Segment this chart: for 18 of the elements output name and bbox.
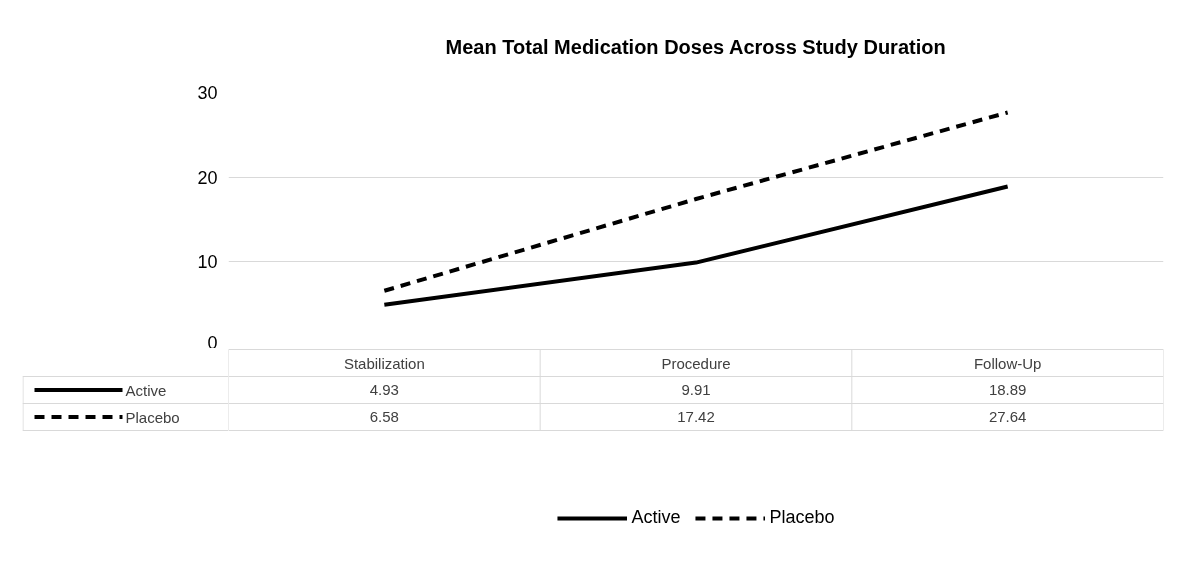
y-tick-label: 10 [197,252,218,273]
y-tick-label: 0 [207,332,218,353]
data-label: 18.89 [988,381,1027,398]
x-tick-label: Stabilization [343,354,425,372]
x-tick-label: Follow-Up [973,354,1042,372]
data-label: 17.42 [677,408,715,425]
x-tick-label: Procedure [661,354,731,372]
legend-label: Placebo [769,507,835,528]
data-label: 6.58 [369,408,399,425]
data-label: 27.64 [988,408,1027,425]
text: Placebo [125,408,180,426]
data-label: 9.91 [681,381,711,398]
y-tick-label: 20 [197,167,218,188]
data-label: 4.93 [369,381,399,398]
chart-title: Mean Total Medication Doses Across Study Duration [445,35,946,58]
y-tick-label: 30 [197,83,218,103]
legend-label: Active [631,507,681,528]
text: Active [125,381,167,399]
